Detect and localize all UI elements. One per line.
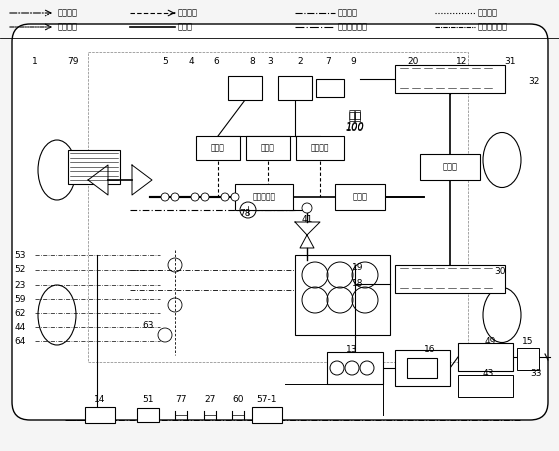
Text: 变速器: 变速器 — [353, 193, 367, 202]
Bar — [295, 255, 390, 335]
Bar — [316, 79, 344, 97]
Text: 驱动桥: 驱动桥 — [443, 162, 457, 171]
Text: 18: 18 — [352, 279, 364, 287]
Text: 62: 62 — [15, 308, 26, 318]
Text: 31: 31 — [504, 57, 516, 66]
Text: 6: 6 — [213, 57, 219, 66]
Bar — [407, 358, 437, 378]
Circle shape — [201, 193, 209, 201]
Text: 车辆: 车辆 — [348, 110, 362, 120]
Text: 12: 12 — [456, 57, 468, 66]
Text: 3: 3 — [267, 57, 273, 66]
Text: 43: 43 — [482, 369, 494, 378]
Bar — [278, 76, 312, 100]
Text: 1: 1 — [32, 57, 38, 66]
Text: 9: 9 — [350, 57, 356, 66]
Text: 64: 64 — [15, 336, 26, 345]
Text: 16: 16 — [424, 345, 436, 354]
Text: 15: 15 — [522, 337, 534, 346]
Bar — [395, 350, 450, 386]
Text: 23: 23 — [15, 281, 26, 290]
Text: 控制线路: 控制线路 — [58, 9, 78, 18]
Text: 100: 100 — [345, 123, 364, 133]
Polygon shape — [295, 222, 320, 235]
Text: 冷却氢气管线: 冷却氢气管线 — [338, 23, 368, 32]
Circle shape — [221, 193, 229, 201]
Bar — [296, 136, 344, 160]
Bar — [335, 184, 385, 210]
Text: 5: 5 — [162, 57, 168, 66]
FancyBboxPatch shape — [12, 24, 548, 420]
Text: 77: 77 — [176, 396, 187, 405]
Text: 蓄电池: 蓄电池 — [261, 143, 275, 152]
Text: 19: 19 — [352, 263, 364, 272]
Bar — [327, 352, 383, 384]
Polygon shape — [88, 165, 108, 195]
Text: 49: 49 — [484, 337, 496, 346]
Bar — [252, 407, 282, 423]
Text: 8: 8 — [249, 57, 255, 66]
Text: 51: 51 — [142, 396, 154, 405]
Bar — [395, 65, 505, 93]
Circle shape — [171, 193, 179, 201]
Text: 2: 2 — [297, 57, 303, 66]
Bar — [196, 136, 240, 160]
Text: 电力线路: 电力线路 — [178, 9, 198, 18]
Text: 33: 33 — [530, 369, 542, 378]
Text: 20: 20 — [408, 57, 419, 66]
Bar — [88, 52, 468, 362]
Bar — [68, 150, 120, 184]
Text: 通信线路: 通信线路 — [58, 23, 78, 32]
Text: 78: 78 — [239, 208, 251, 217]
Text: 空气管线: 空气管线 — [478, 9, 498, 18]
Bar — [228, 76, 262, 100]
Circle shape — [231, 193, 239, 201]
Text: 57-1: 57-1 — [257, 396, 277, 405]
Circle shape — [191, 193, 199, 201]
Bar — [517, 348, 539, 370]
Text: 59: 59 — [14, 295, 26, 304]
Bar — [85, 407, 115, 423]
Bar — [458, 375, 513, 397]
Text: 车辆: 车辆 — [348, 112, 362, 122]
Text: 53: 53 — [14, 250, 26, 259]
Bar — [137, 408, 159, 422]
Text: 4: 4 — [188, 57, 194, 66]
Text: 7: 7 — [325, 57, 331, 66]
Circle shape — [161, 193, 169, 201]
Bar — [458, 343, 513, 371]
Bar — [246, 136, 290, 160]
Text: 传动轴: 传动轴 — [178, 23, 193, 32]
Text: 燃料氢气管线: 燃料氢气管线 — [478, 23, 508, 32]
Text: 电力总线: 电力总线 — [311, 143, 329, 152]
Text: 27: 27 — [204, 396, 216, 405]
Bar — [420, 154, 480, 180]
Text: 动力组合器: 动力组合器 — [253, 193, 276, 202]
Bar — [395, 265, 505, 293]
Text: 79: 79 — [67, 57, 79, 66]
Circle shape — [302, 203, 312, 213]
Bar — [235, 184, 293, 210]
Text: 30: 30 — [494, 267, 506, 276]
Text: 60: 60 — [232, 396, 244, 405]
Text: 52: 52 — [15, 266, 26, 275]
Polygon shape — [300, 235, 314, 248]
Text: 100: 100 — [345, 122, 364, 132]
Text: 63: 63 — [142, 321, 154, 330]
Text: 32: 32 — [528, 78, 539, 87]
Polygon shape — [132, 165, 152, 195]
Text: 13: 13 — [346, 345, 358, 354]
Text: 充电机: 充电机 — [211, 143, 225, 152]
Text: 14: 14 — [94, 396, 106, 405]
Text: 尾气管线: 尾气管线 — [338, 9, 358, 18]
Text: 44: 44 — [15, 322, 26, 331]
Text: 41: 41 — [301, 216, 312, 225]
